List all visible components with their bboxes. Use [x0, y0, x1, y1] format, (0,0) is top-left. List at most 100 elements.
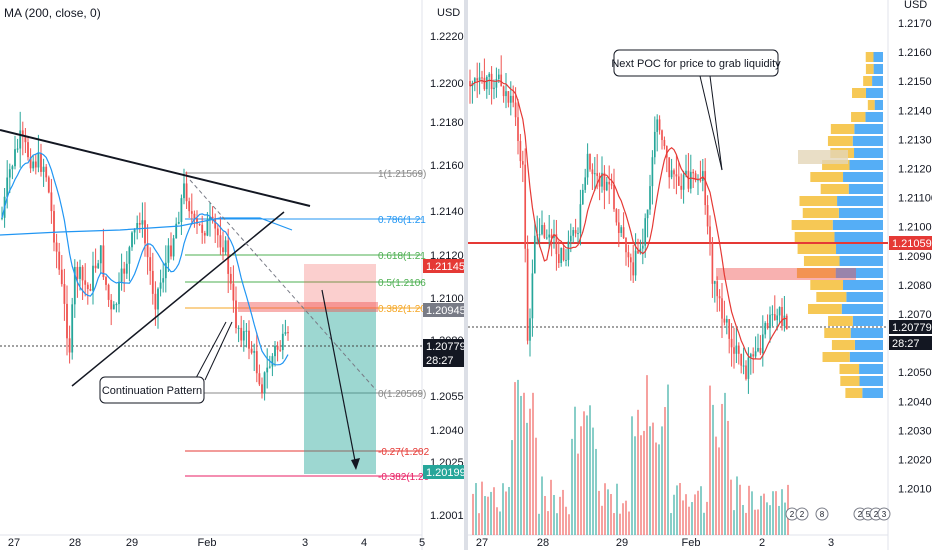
volume-bar	[685, 494, 687, 535]
volume-profile-up	[865, 88, 883, 98]
right-candle	[661, 130, 663, 141]
left-candle	[29, 157, 32, 169]
right-candle	[509, 95, 512, 103]
volume-bar	[757, 509, 759, 535]
left-candle	[203, 232, 206, 236]
liquidity-zone	[716, 268, 856, 280]
fib-level-label: 1(1.21569)	[378, 169, 426, 180]
price-tag	[423, 465, 464, 479]
callout-text: Continuation Pattern	[102, 385, 202, 397]
right-candle	[567, 241, 570, 260]
resistance-zone	[238, 302, 378, 312]
position-stop-zone	[304, 264, 376, 309]
volume-bar	[571, 438, 573, 535]
volume-bar	[691, 502, 693, 535]
right-candle	[579, 204, 582, 234]
event-icon-label: 2	[800, 510, 805, 519]
volume-bar	[784, 502, 786, 535]
event-icon-label: 2	[858, 510, 863, 519]
volume-bar	[697, 490, 699, 535]
x-tick-label: 29	[616, 537, 628, 549]
volume-bar	[631, 416, 633, 535]
right-chart-pane[interactable]: USD 1.21700 1.21600 1.21500 1.21400 1.21300 1.…	[468, 0, 932, 550]
left-candle	[196, 218, 198, 224]
volume-profile-up	[843, 280, 883, 290]
volume-bar	[667, 384, 669, 535]
volume-bar	[538, 513, 540, 535]
left-candle	[110, 299, 113, 310]
right-candle	[766, 323, 769, 329]
pane-divider[interactable]	[464, 0, 468, 550]
left-candle	[55, 242, 58, 252]
right-candle	[740, 353, 743, 366]
right-candle	[641, 245, 644, 249]
left-candle	[219, 235, 222, 248]
indicator-legend[interactable]: MA (200, close, 0)	[4, 6, 101, 20]
volume-bar	[520, 395, 522, 535]
volume-profile-down	[810, 280, 844, 290]
right-chart[interactable]: USD 1.21700 1.21600 1.21500 1.21400 1.21300 1.…	[468, 0, 932, 550]
y-tick-label: 1.21400	[898, 105, 932, 117]
volume-profile-down	[865, 52, 874, 62]
left-chart[interactable]: USD 1.22200 1.22000 1.21800 1.21600 1.21400 1.…	[0, 0, 464, 550]
volume-bar	[736, 476, 738, 535]
right-candle	[754, 351, 757, 357]
volume-bar	[625, 500, 627, 535]
right-candle	[656, 119, 659, 132]
right-candle	[610, 184, 613, 186]
volume-bar	[634, 436, 636, 535]
right-candle	[673, 170, 675, 175]
volume-bar	[517, 379, 519, 535]
volume-profile-down	[820, 184, 849, 194]
left-candle	[118, 281, 120, 305]
right-candle	[473, 78, 476, 84]
volume-bar	[622, 503, 624, 535]
x-tick-label: 2	[759, 537, 765, 549]
left-candle	[216, 228, 219, 236]
volume-profile-up	[854, 124, 883, 134]
left-candle	[222, 247, 224, 253]
left-candle	[71, 304, 74, 353]
volume-bar	[592, 427, 594, 535]
volume-profile-down	[828, 316, 853, 326]
volume-bar	[550, 479, 552, 535]
right-candle	[555, 234, 558, 255]
left-candle	[281, 333, 284, 351]
x-tick-label: 3	[828, 537, 834, 549]
right-candle	[632, 262, 635, 276]
right-candle	[591, 169, 594, 175]
left-candle	[268, 366, 271, 368]
volume-bar	[526, 422, 528, 535]
left-candle	[237, 327, 240, 329]
left-candle	[172, 238, 175, 257]
volume-profile-down	[803, 256, 840, 266]
right-candle	[562, 247, 565, 261]
left-candle	[138, 223, 141, 225]
volume-profile-up	[841, 304, 883, 314]
volume-bar	[589, 405, 591, 535]
volume-bar	[523, 392, 525, 535]
right-candle	[685, 170, 687, 175]
callout-pointer	[699, 75, 723, 171]
price-tag	[423, 339, 464, 353]
right-candle	[497, 74, 500, 79]
left-candle	[274, 345, 276, 357]
event-icon	[877, 507, 891, 521]
left-candle	[66, 303, 68, 339]
right-candle	[481, 77, 483, 79]
volume-bar	[586, 415, 588, 535]
left-candle	[229, 273, 232, 284]
volume-profile-down	[822, 160, 850, 170]
volume-bar	[535, 437, 537, 535]
volume-bar	[580, 426, 582, 535]
volume-bar	[643, 430, 645, 535]
right-candle	[485, 76, 488, 90]
left-candle	[11, 166, 14, 170]
left-candle	[42, 166, 45, 172]
right-candle	[557, 254, 560, 263]
volume-profile-up	[854, 148, 883, 158]
volume-profile-up	[837, 196, 883, 206]
left-chart-pane[interactable]: USD 1.22200 1.22000 1.21800 1.21600 1.21400 1.…	[0, 0, 464, 550]
volume-bar	[562, 489, 564, 535]
right-candle	[725, 319, 728, 323]
